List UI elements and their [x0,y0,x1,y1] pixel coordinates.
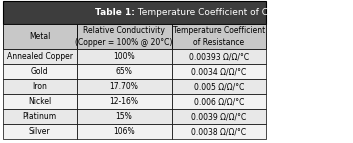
Text: Nickel: Nickel [28,97,51,106]
Text: 0.0038 Ω/Ω/°C: 0.0038 Ω/Ω/°C [191,127,246,136]
Text: Gold: Gold [31,67,48,76]
Text: 65%: 65% [115,67,132,76]
Text: 106%: 106% [113,127,135,136]
FancyBboxPatch shape [172,79,267,94]
FancyBboxPatch shape [172,24,267,49]
FancyBboxPatch shape [3,64,77,79]
FancyBboxPatch shape [77,124,172,139]
Text: Temperature Coefficient of Common RTD Metals: Temperature Coefficient of Common RTD Me… [134,8,353,17]
FancyBboxPatch shape [172,64,267,79]
FancyBboxPatch shape [3,24,77,49]
FancyBboxPatch shape [3,94,77,109]
FancyBboxPatch shape [3,49,77,64]
FancyBboxPatch shape [3,79,77,94]
Text: 0.0039 Ω/Ω/°C: 0.0039 Ω/Ω/°C [191,112,247,121]
FancyBboxPatch shape [172,109,267,124]
FancyBboxPatch shape [172,94,267,109]
Text: 12-16%: 12-16% [109,97,138,106]
Text: Annealed Copper: Annealed Copper [7,52,73,61]
FancyBboxPatch shape [77,79,172,94]
Text: 0.0034 Ω/Ω/°C: 0.0034 Ω/Ω/°C [191,67,247,76]
FancyBboxPatch shape [172,124,267,139]
FancyBboxPatch shape [3,109,77,124]
FancyBboxPatch shape [77,49,172,64]
FancyBboxPatch shape [77,94,172,109]
Text: Metal: Metal [29,32,50,41]
FancyBboxPatch shape [172,49,267,64]
Text: Relative Conductivity
(Copper = 100% @ 20°C): Relative Conductivity (Copper = 100% @ 2… [75,26,173,47]
FancyBboxPatch shape [3,124,77,139]
Text: 17.70%: 17.70% [109,82,138,91]
Text: Temperature Coefficient
of Resistance: Temperature Coefficient of Resistance [173,26,265,47]
Text: 0.005 Ω/Ω/°C: 0.005 Ω/Ω/°C [194,82,244,91]
FancyBboxPatch shape [3,1,267,24]
Text: Iron: Iron [32,82,47,91]
Text: 15%: 15% [116,112,132,121]
FancyBboxPatch shape [77,109,172,124]
Text: 0.006 Ω/Ω/°C: 0.006 Ω/Ω/°C [194,97,244,106]
Text: 100%: 100% [113,52,135,61]
FancyBboxPatch shape [77,64,172,79]
Text: Table 1:: Table 1: [95,8,134,17]
Text: Platinum: Platinum [23,112,57,121]
Text: Silver: Silver [29,127,50,136]
FancyBboxPatch shape [77,24,172,49]
Text: 0.00393 Ω/Ω/°C: 0.00393 Ω/Ω/°C [189,52,249,61]
